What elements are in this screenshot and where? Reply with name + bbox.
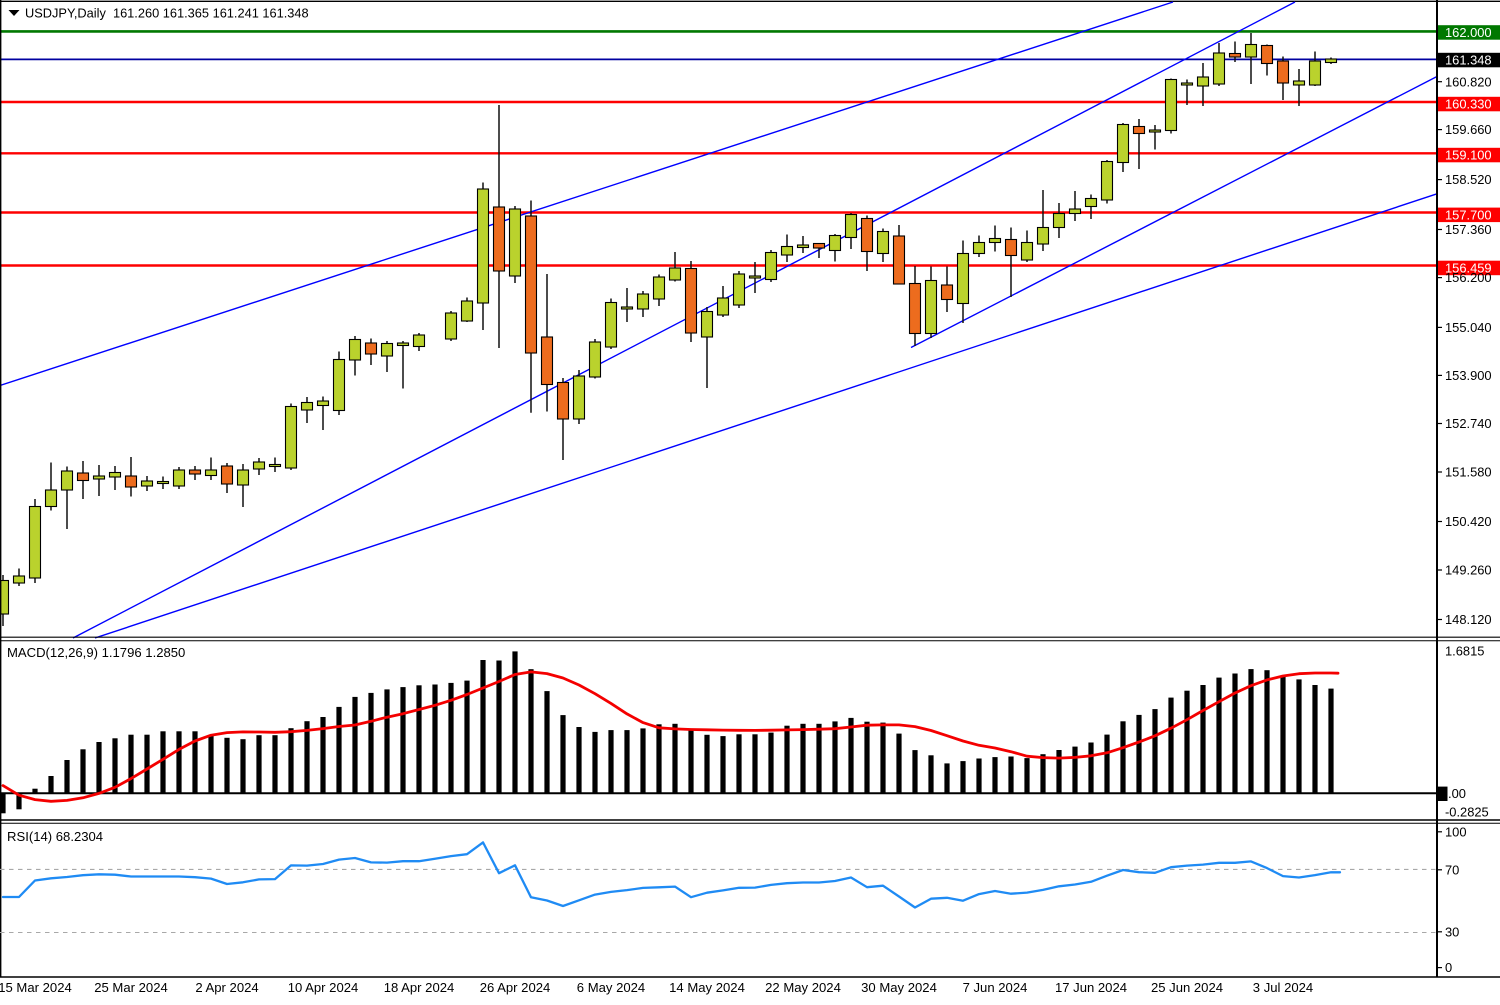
svg-text:30 May 2024: 30 May 2024 xyxy=(861,980,937,995)
svg-text:0: 0 xyxy=(1445,960,1452,975)
svg-text:151.580: 151.580 xyxy=(1445,465,1492,480)
svg-text:156.459: 156.459 xyxy=(1445,261,1492,276)
svg-text:15 Mar 2024: 15 Mar 2024 xyxy=(0,980,72,995)
svg-text:162.000: 162.000 xyxy=(1445,25,1492,40)
svg-text:155.040: 155.040 xyxy=(1445,320,1492,335)
svg-text:-0.2825: -0.2825 xyxy=(1445,805,1489,820)
svg-text:1.6815: 1.6815 xyxy=(1445,644,1484,659)
svg-text:17 Jun 2024: 17 Jun 2024 xyxy=(1055,980,1127,995)
svg-text:2 Apr 2024: 2 Apr 2024 xyxy=(195,980,258,995)
svg-text:157.360: 157.360 xyxy=(1445,222,1492,237)
svg-text:USDJPY,Daily 161.260 161.365: USDJPY,Daily 161.260 161.365 161.241 161… xyxy=(25,6,309,21)
svg-text:161.348: 161.348 xyxy=(1445,53,1492,68)
svg-text:148.120: 148.120 xyxy=(1445,612,1492,627)
svg-text:156.200: 156.200 xyxy=(1445,270,1492,285)
svg-text:MACD(12,26,9) 1.1796 1.2850: MACD(12,26,9) 1.1796 1.2850 xyxy=(7,645,185,660)
svg-text:22 May 2024: 22 May 2024 xyxy=(765,980,841,995)
svg-text:157.700: 157.700 xyxy=(1445,207,1492,222)
svg-text:7 Jun 2024: 7 Jun 2024 xyxy=(963,980,1028,995)
svg-text:25 Mar 2024: 25 Mar 2024 xyxy=(94,980,168,995)
svg-text:14 May 2024: 14 May 2024 xyxy=(669,980,745,995)
svg-text:160.330: 160.330 xyxy=(1445,97,1492,112)
svg-text:3 Jul 2024: 3 Jul 2024 xyxy=(1253,980,1313,995)
svg-text:152.740: 152.740 xyxy=(1445,416,1492,431)
svg-text:149.260: 149.260 xyxy=(1445,563,1492,578)
svg-text:25 Jun 2024: 25 Jun 2024 xyxy=(1151,980,1223,995)
svg-text:159.100: 159.100 xyxy=(1445,148,1492,163)
svg-text:6 May 2024: 6 May 2024 xyxy=(577,980,645,995)
svg-text:158.520: 158.520 xyxy=(1445,172,1492,187)
svg-text:30: 30 xyxy=(1445,924,1459,939)
svg-text:70: 70 xyxy=(1445,862,1459,877)
svg-text:150.420: 150.420 xyxy=(1445,514,1492,529)
svg-text:100: 100 xyxy=(1445,824,1467,839)
svg-text:159.660: 159.660 xyxy=(1445,122,1492,137)
svg-text:160.820: 160.820 xyxy=(1445,74,1492,89)
svg-text:26 Apr 2024: 26 Apr 2024 xyxy=(480,980,551,995)
svg-text:RSI(14) 68.2304: RSI(14) 68.2304 xyxy=(7,829,103,844)
svg-text:153.900: 153.900 xyxy=(1445,368,1492,383)
svg-text:18 Apr 2024: 18 Apr 2024 xyxy=(384,980,455,995)
svg-text:.00: .00 xyxy=(1448,786,1466,801)
svg-text:10 Apr 2024: 10 Apr 2024 xyxy=(288,980,359,995)
